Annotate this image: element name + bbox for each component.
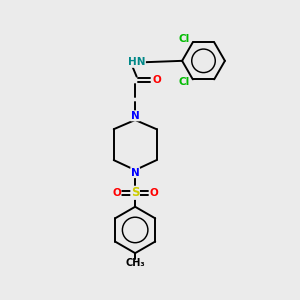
Text: CH₃: CH₃ xyxy=(125,258,145,268)
Text: N: N xyxy=(131,168,140,178)
Text: N: N xyxy=(131,111,140,121)
Text: HN: HN xyxy=(128,57,146,67)
Text: S: S xyxy=(131,186,140,199)
Text: Cl: Cl xyxy=(179,34,190,44)
Text: O: O xyxy=(112,188,121,198)
Text: O: O xyxy=(149,188,158,198)
Text: Cl: Cl xyxy=(179,77,190,87)
Text: O: O xyxy=(152,75,161,85)
